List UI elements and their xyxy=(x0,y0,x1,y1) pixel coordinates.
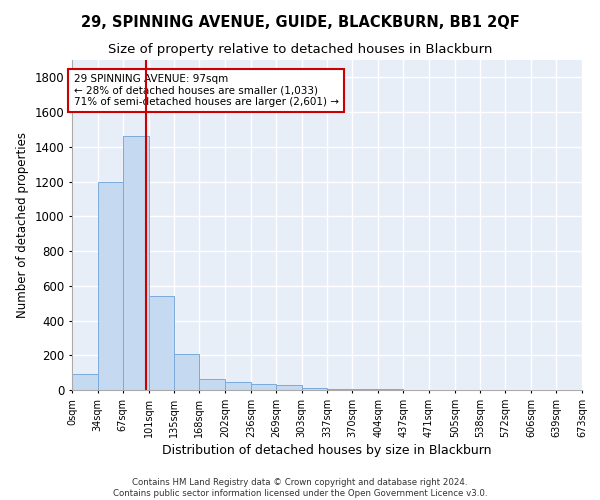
Bar xyxy=(149,296,175,390)
Bar xyxy=(251,384,276,390)
Text: Contains HM Land Registry data © Crown copyright and database right 2024.
Contai: Contains HM Land Registry data © Crown c… xyxy=(113,478,487,498)
Bar xyxy=(72,374,98,390)
Text: Size of property relative to detached houses in Blackburn: Size of property relative to detached ho… xyxy=(108,42,492,56)
Text: 29, SPINNING AVENUE, GUIDE, BLACKBURN, BB1 2QF: 29, SPINNING AVENUE, GUIDE, BLACKBURN, B… xyxy=(80,15,520,30)
Bar xyxy=(175,354,199,390)
Text: 29 SPINNING AVENUE: 97sqm
← 28% of detached houses are smaller (1,033)
71% of se: 29 SPINNING AVENUE: 97sqm ← 28% of detac… xyxy=(74,74,338,107)
Bar xyxy=(328,388,352,390)
Bar xyxy=(352,389,378,390)
Bar xyxy=(199,378,225,390)
Bar xyxy=(123,136,149,390)
Bar xyxy=(98,182,123,390)
Bar xyxy=(276,385,302,390)
X-axis label: Distribution of detached houses by size in Blackburn: Distribution of detached houses by size … xyxy=(162,444,492,457)
Bar xyxy=(225,382,251,390)
Bar xyxy=(302,388,328,390)
Y-axis label: Number of detached properties: Number of detached properties xyxy=(16,132,29,318)
